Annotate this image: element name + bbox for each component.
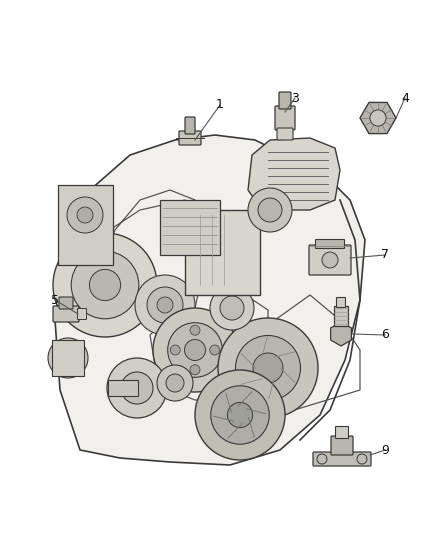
Circle shape <box>53 233 157 337</box>
Circle shape <box>107 358 167 418</box>
Circle shape <box>77 207 93 223</box>
Circle shape <box>89 269 120 301</box>
Circle shape <box>210 345 220 355</box>
Bar <box>185 210 260 295</box>
FancyBboxPatch shape <box>179 131 201 145</box>
Circle shape <box>121 372 153 404</box>
FancyBboxPatch shape <box>78 309 86 319</box>
Circle shape <box>218 318 318 418</box>
FancyBboxPatch shape <box>336 426 349 439</box>
FancyBboxPatch shape <box>59 297 73 309</box>
Text: 7: 7 <box>381 248 389 262</box>
Circle shape <box>258 198 282 222</box>
Polygon shape <box>55 135 365 465</box>
Circle shape <box>71 251 139 319</box>
FancyBboxPatch shape <box>53 306 79 322</box>
Text: 6: 6 <box>381 328 389 342</box>
FancyBboxPatch shape <box>331 436 353 455</box>
Circle shape <box>253 353 283 383</box>
Circle shape <box>190 325 200 335</box>
Circle shape <box>195 370 285 460</box>
Circle shape <box>48 338 88 378</box>
Circle shape <box>184 340 205 360</box>
Text: 3: 3 <box>291 92 299 104</box>
Circle shape <box>227 402 253 427</box>
Bar <box>108 380 138 396</box>
Circle shape <box>58 348 78 368</box>
FancyBboxPatch shape <box>315 239 345 248</box>
Circle shape <box>210 286 254 330</box>
Polygon shape <box>248 138 340 210</box>
Circle shape <box>168 322 223 377</box>
Circle shape <box>220 296 244 320</box>
Circle shape <box>170 345 180 355</box>
Text: 4: 4 <box>401 92 409 104</box>
Circle shape <box>211 386 269 444</box>
FancyBboxPatch shape <box>277 128 293 140</box>
FancyBboxPatch shape <box>313 452 371 466</box>
FancyBboxPatch shape <box>185 117 195 134</box>
Circle shape <box>190 365 200 375</box>
Circle shape <box>166 374 184 392</box>
FancyBboxPatch shape <box>336 297 346 308</box>
Circle shape <box>370 110 386 126</box>
Circle shape <box>236 335 300 400</box>
Text: 1: 1 <box>216 99 224 111</box>
Bar <box>334 306 348 326</box>
Circle shape <box>147 287 183 323</box>
Polygon shape <box>331 322 351 346</box>
Text: 9: 9 <box>381 443 389 456</box>
Circle shape <box>67 197 103 233</box>
Circle shape <box>153 308 237 392</box>
FancyBboxPatch shape <box>279 92 291 109</box>
Text: 5: 5 <box>51 294 59 306</box>
Circle shape <box>157 297 173 313</box>
Circle shape <box>157 365 193 401</box>
FancyBboxPatch shape <box>309 245 351 275</box>
Bar <box>58 185 113 265</box>
Bar <box>160 200 220 255</box>
Bar <box>52 340 84 376</box>
Polygon shape <box>360 102 396 134</box>
Circle shape <box>248 188 292 232</box>
Circle shape <box>322 252 338 268</box>
Circle shape <box>135 275 195 335</box>
FancyBboxPatch shape <box>275 106 295 130</box>
